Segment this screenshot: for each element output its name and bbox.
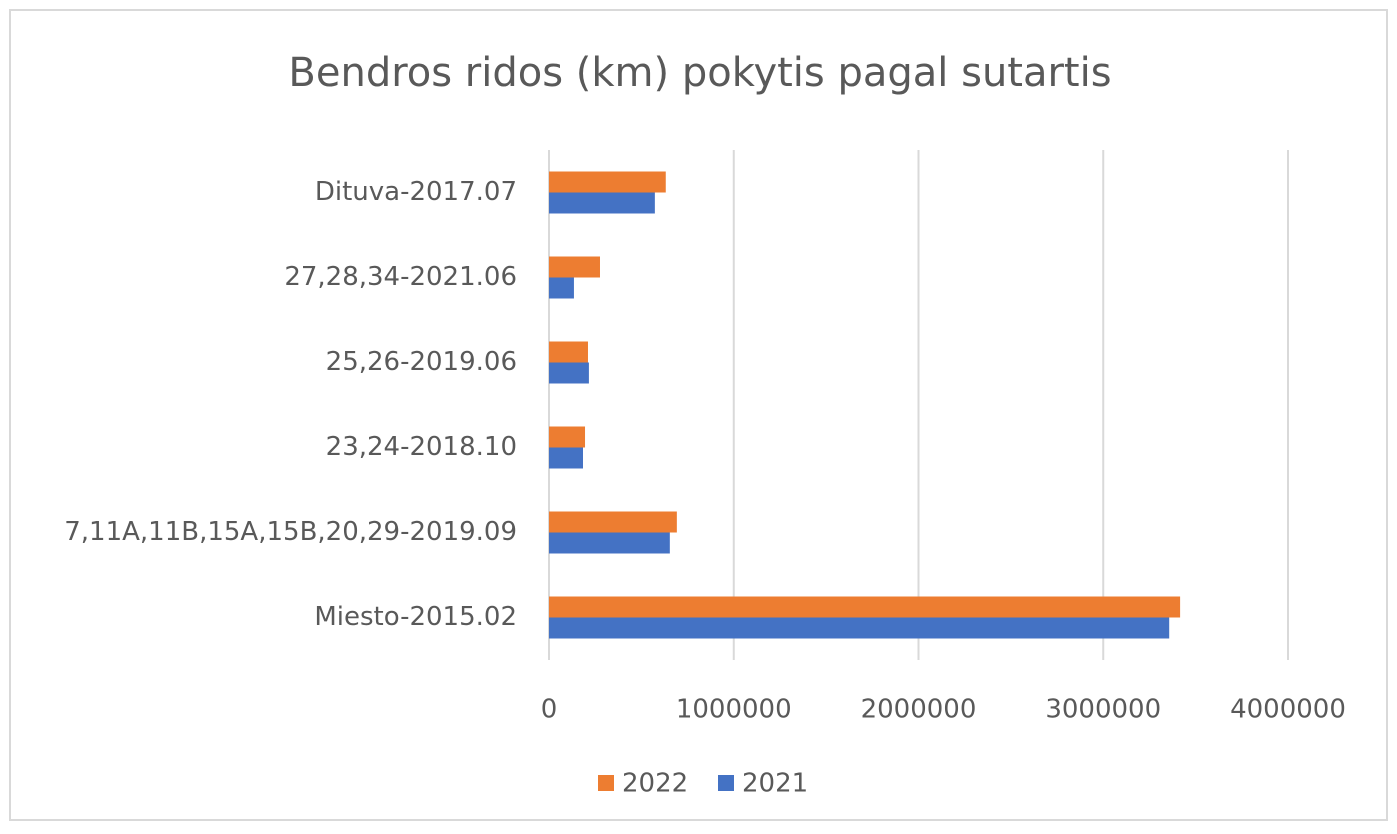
bar — [549, 341, 588, 363]
y-tick-label: Dituva-2017.07 — [315, 177, 517, 207]
chart-border — [9, 9, 1388, 821]
y-tick-label: Miesto-2015.02 — [314, 602, 517, 632]
x-tick-label: 1000000 — [676, 695, 792, 725]
y-tick-label: 7,11A,11B,15A,15B,20,29-2019.09 — [64, 517, 517, 547]
bar — [549, 596, 1181, 618]
bar — [549, 511, 677, 533]
bar — [549, 426, 586, 448]
chart-title: Bendros ridos (km) pokytis pagal sutarti… — [288, 50, 1111, 96]
x-tick-label: 3000000 — [1045, 695, 1161, 725]
bar — [549, 532, 670, 554]
y-tick-label: 27,28,34-2021.06 — [284, 262, 517, 292]
x-tick-label: 4000000 — [1230, 695, 1346, 725]
legend-swatch — [718, 775, 734, 791]
bar — [549, 447, 583, 469]
x-tick-label: 0 — [541, 695, 558, 725]
y-tick-label: 23,24-2018.10 — [326, 432, 517, 462]
x-tick-label: 2000000 — [861, 695, 977, 725]
bar — [549, 171, 666, 193]
bar — [549, 256, 600, 278]
bar — [549, 617, 1170, 639]
legend-swatch — [598, 775, 614, 791]
bar — [549, 192, 655, 214]
y-tick-label: 25,26-2019.06 — [326, 347, 517, 377]
legend-label: 2022 — [622, 769, 688, 799]
legend-label: 2021 — [742, 769, 808, 799]
bar — [549, 362, 589, 384]
bar — [549, 277, 574, 299]
